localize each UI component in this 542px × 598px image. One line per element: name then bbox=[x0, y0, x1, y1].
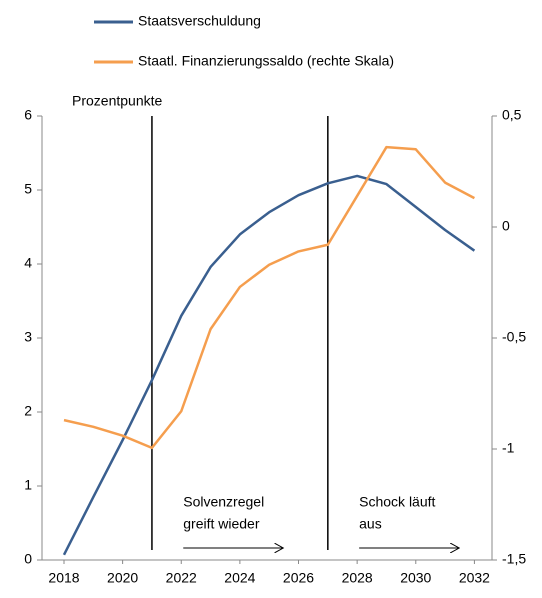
x-tick-label: 2024 bbox=[224, 570, 255, 586]
y2-tick-label: -1 bbox=[502, 440, 515, 456]
x-tick-label: 2030 bbox=[400, 570, 431, 586]
annotation: Solvenzregel bbox=[183, 494, 264, 510]
legend-label: Staatsverschuldung bbox=[138, 13, 261, 29]
annotation: aus bbox=[359, 516, 382, 532]
y2-tick-label: 0 bbox=[502, 218, 510, 234]
y-tick-label: 2 bbox=[24, 403, 32, 419]
y-tick-label: 0 bbox=[24, 551, 32, 567]
y2-tick-label: -0,5 bbox=[502, 329, 526, 345]
x-tick-label: 2032 bbox=[459, 570, 490, 586]
legend-label: Staatl. Finanzierungssaldo (rechte Skala… bbox=[138, 53, 394, 69]
annotation: greift wieder bbox=[183, 516, 260, 532]
series-line bbox=[63, 145, 475, 450]
x-tick-label: 2028 bbox=[342, 570, 373, 586]
y2-tick-label: 0,5 bbox=[502, 107, 522, 123]
y2-tick-label: -1,5 bbox=[502, 551, 526, 567]
annotation: Schock läuft bbox=[359, 494, 435, 510]
y-tick-label: 3 bbox=[24, 329, 32, 345]
x-tick-label: 2020 bbox=[107, 570, 138, 586]
x-tick-label: 2022 bbox=[166, 570, 197, 586]
x-tick-label: 2018 bbox=[48, 570, 79, 586]
y-tick-label: 5 bbox=[24, 181, 32, 197]
y-tick-label: 6 bbox=[24, 107, 32, 123]
y-tick-label: 4 bbox=[24, 255, 32, 271]
x-tick-label: 2026 bbox=[283, 570, 314, 586]
y-tick-label: 1 bbox=[24, 477, 32, 493]
series-line bbox=[62, 174, 476, 556]
y-axis-label: Prozentpunkte bbox=[72, 93, 162, 109]
